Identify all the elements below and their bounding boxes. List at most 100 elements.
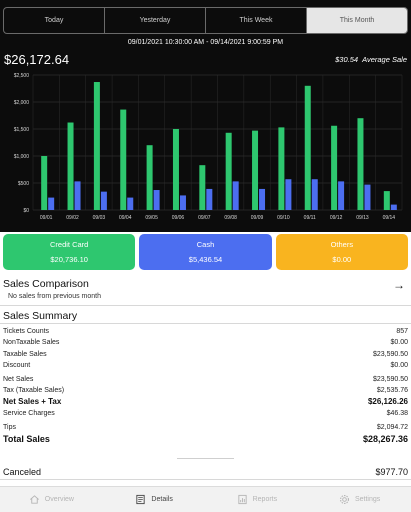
nav-label: Reports xyxy=(252,496,278,503)
summary-row-value: $23,590.50 xyxy=(372,375,408,383)
summary-row-net-plus-tax: Net Sales + Tax $26,126.26 xyxy=(3,396,408,406)
sales-comparison-subtitle: No sales from previous month xyxy=(8,293,101,300)
x-tick-label: 09/08 xyxy=(224,215,237,221)
summary-row-value: $0.00 xyxy=(390,361,408,369)
canceled-label: Canceled xyxy=(3,467,42,477)
bar-green xyxy=(304,85,311,210)
y-tick-label: $500 xyxy=(18,181,29,187)
bar-green xyxy=(383,191,390,210)
daily-sales-chart: $0 $500 $1,000 $1,500 $2,000 $2,500 09/01 09/02… xyxy=(14,73,403,221)
x-tick-label: 09/04 xyxy=(119,215,132,221)
period-tabs: Today Yesterday This Week This Month xyxy=(3,7,408,34)
nav-settings[interactable]: Settings xyxy=(308,487,411,512)
y-tick-label: $1,000 xyxy=(14,154,30,160)
nav-overview[interactable]: Overview xyxy=(0,487,103,512)
bar-blue xyxy=(390,204,397,210)
summary-row-value: $23,590.50 xyxy=(372,350,408,358)
payment-cards: Credit Card $20,736.10 Cash $5,436.54 Ot… xyxy=(3,234,408,270)
cash-value: $5,436.54 xyxy=(188,255,223,264)
cash-summary[interactable]: Cash $5,436.54 xyxy=(139,234,272,270)
summary-row-tips: Tips $2,094.72 xyxy=(3,422,408,432)
canceled-value: $977.70 xyxy=(375,467,408,477)
summary-row-tickets: Tickets Counts 857 xyxy=(3,326,408,336)
bar-green xyxy=(172,129,179,210)
credit-card-label: Credit Card xyxy=(49,240,89,249)
nav-details[interactable]: Details xyxy=(103,487,206,512)
summary-row-label: Service Charges xyxy=(3,409,55,417)
sales-comparison-title[interactable]: Sales Comparison xyxy=(3,278,89,290)
x-tick-label: 09/10 xyxy=(277,215,290,221)
summary-row-value: $2,094.72 xyxy=(376,423,408,431)
x-tick-label: 09/02 xyxy=(66,215,79,221)
tab-this-month[interactable]: This Month xyxy=(307,8,407,33)
tab-yesterday[interactable]: Yesterday xyxy=(105,8,206,33)
details-icon xyxy=(136,494,146,505)
bar-blue xyxy=(48,197,55,210)
x-tick-label: 09/01 xyxy=(40,215,53,221)
summary-row-label: Total Sales xyxy=(3,434,50,444)
bar-green xyxy=(278,127,285,210)
y-tick-label: $2,500 xyxy=(14,73,30,79)
average-sale: $30.54 Average Sale xyxy=(335,55,407,64)
nav-reports[interactable]: Reports xyxy=(206,487,309,512)
bar-blue xyxy=(206,188,213,210)
credit-card-summary[interactable]: Credit Card $20,736.10 xyxy=(3,234,136,270)
others-value: $0.00 xyxy=(332,255,352,264)
y-tick-label: $2,000 xyxy=(14,100,30,106)
bar-green xyxy=(225,132,232,210)
bar-green xyxy=(357,118,364,210)
nav-label: Details xyxy=(151,496,173,503)
sales-summary-title: Sales Summary xyxy=(3,310,78,322)
nav-label: Overview xyxy=(44,496,74,503)
average-sale-label: Average Sale xyxy=(362,55,407,64)
summary-row-label: Tips xyxy=(3,423,16,431)
bar-green xyxy=(41,156,48,210)
others-label: Others xyxy=(330,240,354,249)
sheet-handle[interactable] xyxy=(177,458,234,459)
x-tick-label: 09/13 xyxy=(356,215,369,221)
summary-row-label: Net Sales + Tax xyxy=(3,396,62,406)
summary-row-net-sales: Net Sales $23,590.50 xyxy=(3,374,408,384)
summary-row-label: Net Sales xyxy=(3,375,34,383)
x-tick-label: 09/11 xyxy=(304,215,316,221)
others-summary[interactable]: Others $0.00 xyxy=(275,234,408,270)
bar-blue xyxy=(153,190,160,210)
tab-today[interactable]: Today xyxy=(4,8,105,33)
bar-blue xyxy=(100,191,107,210)
bar-blue xyxy=(285,179,292,210)
section-divider xyxy=(0,323,411,324)
tab-this-week[interactable]: This Week xyxy=(206,8,307,33)
bar-green xyxy=(146,145,153,210)
average-sale-value: $30.54 xyxy=(335,55,359,64)
bar-green xyxy=(331,125,338,210)
x-tick-label: 09/14 xyxy=(383,215,396,221)
credit-card-value: $20,736.10 xyxy=(50,255,88,264)
bar-green xyxy=(252,130,259,210)
bar-green xyxy=(67,122,74,210)
summary-row-tax: Tax (Taxable Sales) $2,535.76 xyxy=(3,385,408,395)
section-divider xyxy=(0,479,411,480)
x-tick-label: 09/12 xyxy=(330,215,343,221)
arrow-right-icon[interactable]: → xyxy=(393,278,405,292)
summary-row-taxable: Taxable Sales $23,590.50 xyxy=(3,349,408,359)
summary-row-label: NonTaxable Sales xyxy=(3,338,60,346)
summary-row-label: Taxable Sales xyxy=(3,350,47,358)
summary-row-service-charges: Service Charges $46.38 xyxy=(3,408,408,418)
bar-blue xyxy=(364,184,371,210)
canceled-row: Canceled $977.70 xyxy=(3,467,408,477)
reports-icon xyxy=(237,494,247,505)
total-sales-amount: $26,172.64 xyxy=(4,52,70,67)
x-tick-label: 09/03 xyxy=(93,215,106,221)
bar-blue xyxy=(127,197,134,210)
summary-row-label: Discount xyxy=(3,361,31,369)
summary-row-value: $46.38 xyxy=(386,409,408,417)
settings-icon xyxy=(339,495,349,504)
bar-green xyxy=(199,165,206,210)
summary-row-discount: Discount $0.00 xyxy=(3,360,408,370)
summary-row-nontaxable: NonTaxable Sales $0.00 xyxy=(3,337,408,347)
section-divider xyxy=(0,305,411,306)
bar-blue xyxy=(311,179,318,210)
summary-row-value: 857 xyxy=(396,327,408,335)
bar-blue xyxy=(232,181,239,210)
